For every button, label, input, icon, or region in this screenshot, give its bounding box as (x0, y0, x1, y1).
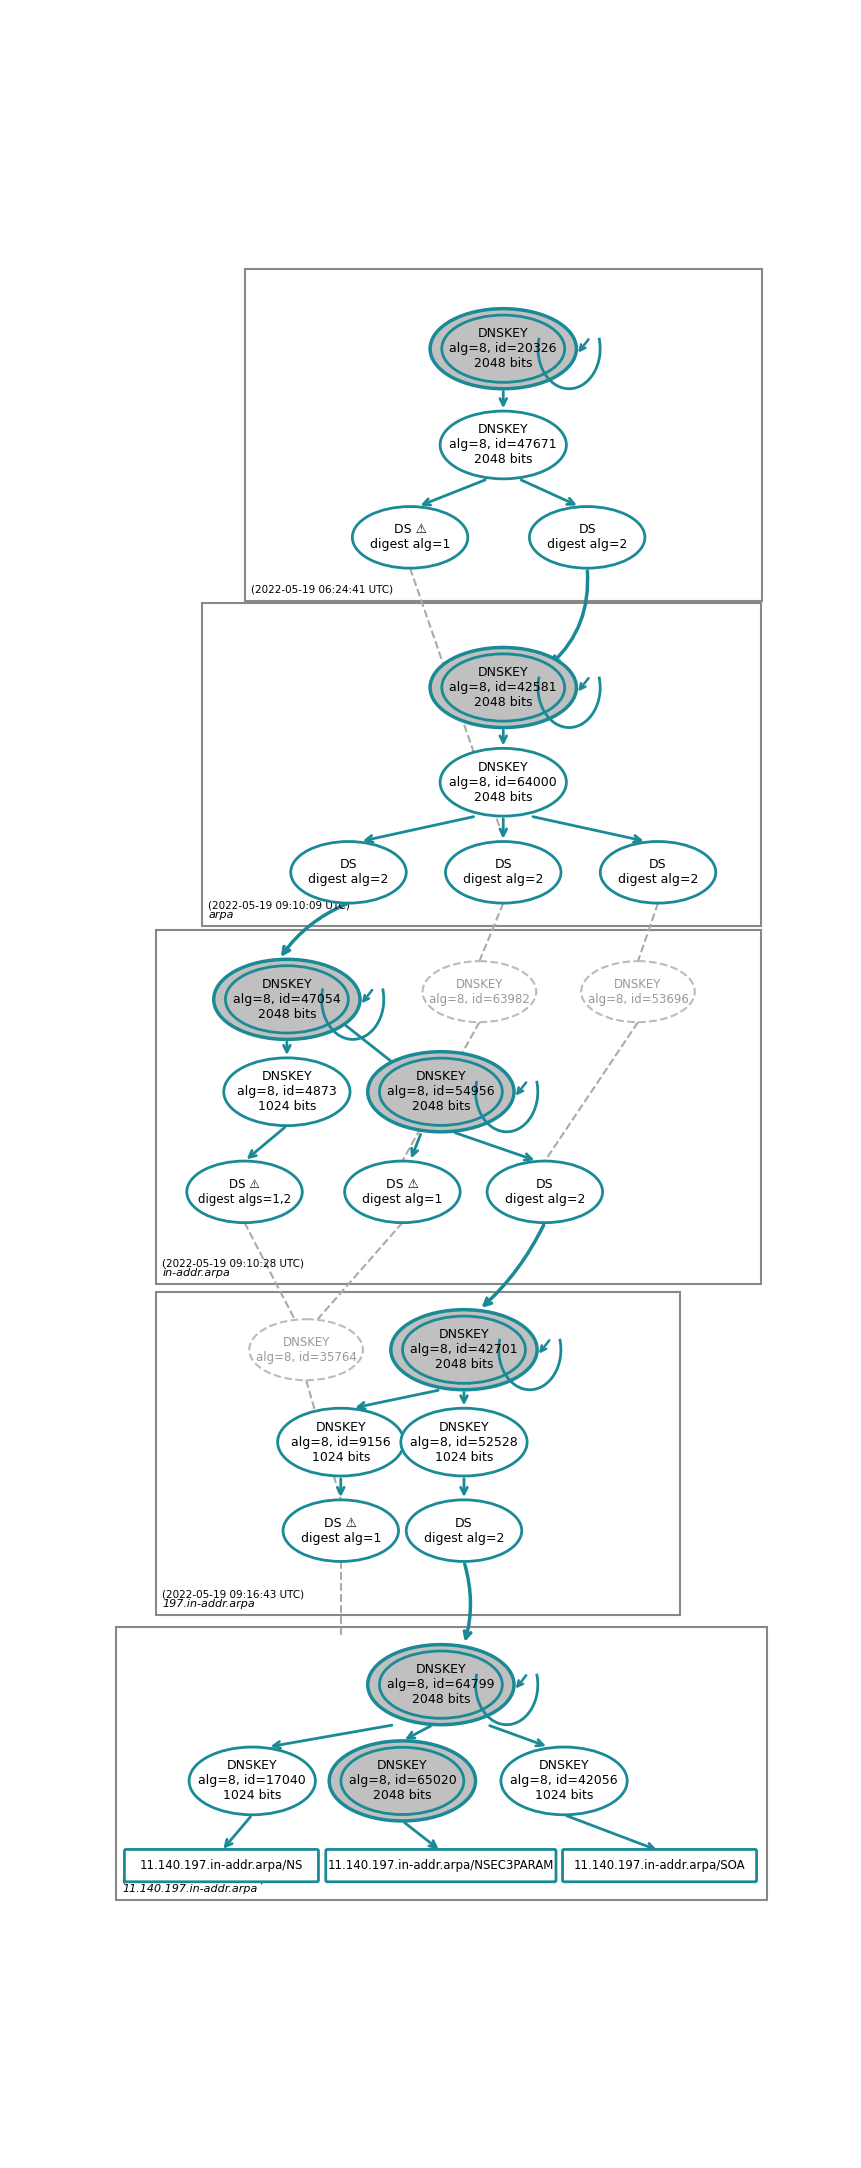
Ellipse shape (277, 1409, 404, 1476)
Text: DS
digest alg=2: DS digest alg=2 (618, 859, 698, 887)
Text: DS
digest alg=2: DS digest alg=2 (463, 859, 543, 887)
Ellipse shape (406, 1500, 522, 1561)
Text: DNSKEY
alg=8, id=42056
1024 bits: DNSKEY alg=8, id=42056 1024 bits (511, 1760, 618, 1802)
Ellipse shape (401, 1409, 527, 1476)
Ellipse shape (501, 1747, 627, 1815)
Ellipse shape (329, 1741, 475, 1821)
Ellipse shape (391, 1309, 537, 1390)
Text: DS ⚠
digest alg=1: DS ⚠ digest alg=1 (300, 1518, 381, 1544)
Text: in-addr.arpa: in-addr.arpa (162, 1268, 230, 1279)
Ellipse shape (487, 1162, 603, 1223)
Ellipse shape (442, 655, 565, 722)
Ellipse shape (430, 308, 576, 388)
Text: DS ⚠
digest alg=1: DS ⚠ digest alg=1 (362, 1177, 443, 1205)
Ellipse shape (352, 507, 468, 568)
FancyBboxPatch shape (156, 930, 761, 1283)
Text: (2022-05-19 06:24:41 UTC): (2022-05-19 06:24:41 UTC) (251, 585, 393, 594)
FancyBboxPatch shape (202, 603, 761, 926)
Text: DNSKEY
alg=8, id=52528
1024 bits: DNSKEY alg=8, id=52528 1024 bits (410, 1420, 517, 1463)
Ellipse shape (291, 841, 406, 904)
Text: DS
digest alg=2: DS digest alg=2 (308, 859, 388, 887)
Text: 197.in-addr.arpa: 197.in-addr.arpa (162, 1600, 255, 1609)
Ellipse shape (224, 1058, 350, 1125)
Text: DNSKEY
alg=8, id=64799
2048 bits: DNSKEY alg=8, id=64799 2048 bits (387, 1663, 494, 1706)
Ellipse shape (250, 1318, 363, 1381)
Text: DNSKEY
alg=8, id=35764: DNSKEY alg=8, id=35764 (256, 1335, 356, 1364)
Text: DNSKEY
alg=8, id=9156
1024 bits: DNSKEY alg=8, id=9156 1024 bits (291, 1420, 391, 1463)
Ellipse shape (341, 1747, 464, 1815)
Text: DNSKEY
alg=8, id=20326
2048 bits: DNSKEY alg=8, id=20326 2048 bits (449, 327, 557, 371)
Ellipse shape (283, 1500, 399, 1561)
Ellipse shape (380, 1058, 502, 1125)
Text: DNSKEY
alg=8, id=42581
2048 bits: DNSKEY alg=8, id=42581 2048 bits (449, 666, 557, 709)
Text: 11.140.197.in-addr.arpa/SOA: 11.140.197.in-addr.arpa/SOA (573, 1860, 746, 1873)
Ellipse shape (442, 314, 565, 382)
Text: arpa: arpa (208, 911, 234, 919)
Ellipse shape (187, 1162, 302, 1223)
Ellipse shape (440, 748, 567, 815)
Text: DNSKEY
alg=8, id=4873
1024 bits: DNSKEY alg=8, id=4873 1024 bits (237, 1071, 337, 1112)
Ellipse shape (380, 1652, 502, 1719)
Ellipse shape (530, 507, 645, 568)
Ellipse shape (581, 960, 695, 1021)
FancyBboxPatch shape (325, 1849, 556, 1882)
Ellipse shape (440, 412, 567, 479)
Ellipse shape (226, 965, 349, 1032)
FancyBboxPatch shape (245, 269, 762, 601)
Text: DNSKEY
alg=8, id=53696: DNSKEY alg=8, id=53696 (587, 978, 689, 1006)
Text: DS
digest alg=2: DS digest alg=2 (505, 1177, 585, 1205)
FancyBboxPatch shape (562, 1849, 757, 1882)
Text: 11.140.197.in-addr.arpa/NSEC3PARAM: 11.140.197.in-addr.arpa/NSEC3PARAM (328, 1860, 554, 1873)
Ellipse shape (600, 841, 715, 904)
Text: 11.140.197.in-addr.arpa: 11.140.197.in-addr.arpa (122, 1884, 257, 1895)
FancyBboxPatch shape (116, 1626, 766, 1901)
Text: DS
digest alg=2: DS digest alg=2 (547, 522, 628, 551)
Ellipse shape (189, 1747, 315, 1815)
Text: DNSKEY
alg=8, id=64000
2048 bits: DNSKEY alg=8, id=64000 2048 bits (449, 761, 557, 804)
Text: DNSKEY
alg=8, id=17040
1024 bits: DNSKEY alg=8, id=17040 1024 bits (198, 1760, 307, 1802)
Text: DS ⚠
digest algs=1,2: DS ⚠ digest algs=1,2 (198, 1177, 291, 1205)
Ellipse shape (368, 1051, 514, 1132)
Text: DNSKEY
alg=8, id=54956
2048 bits: DNSKEY alg=8, id=54956 2048 bits (387, 1071, 495, 1112)
Text: 11.140.197.in-addr.arpa/NS: 11.140.197.in-addr.arpa/NS (139, 1860, 303, 1873)
Text: (2022-05-19 09:16:43 UTC): (2022-05-19 09:16:43 UTC) (162, 1589, 304, 1600)
Text: (2022-05-19 09:10:09 UTC): (2022-05-19 09:10:09 UTC) (208, 902, 350, 911)
Text: DS ⚠
digest alg=1: DS ⚠ digest alg=1 (370, 522, 450, 551)
Ellipse shape (445, 841, 561, 904)
Text: DNSKEY
alg=8, id=63982: DNSKEY alg=8, id=63982 (429, 978, 530, 1006)
Ellipse shape (423, 960, 536, 1021)
Text: (2022-05-19 09:10:28 UTC): (2022-05-19 09:10:28 UTC) (162, 1260, 304, 1268)
Text: (2022-05-19 11:08:16 UTC): (2022-05-19 11:08:16 UTC) (122, 1875, 264, 1884)
FancyBboxPatch shape (124, 1849, 319, 1882)
Ellipse shape (344, 1162, 460, 1223)
Text: DNSKEY
alg=8, id=65020
2048 bits: DNSKEY alg=8, id=65020 2048 bits (349, 1760, 456, 1802)
Ellipse shape (214, 958, 360, 1038)
Text: DNSKEY
alg=8, id=47054
2048 bits: DNSKEY alg=8, id=47054 2048 bits (233, 978, 341, 1021)
FancyBboxPatch shape (156, 1292, 679, 1615)
Ellipse shape (430, 648, 576, 728)
Ellipse shape (368, 1646, 514, 1726)
Text: DNSKEY
alg=8, id=47671
2048 bits: DNSKEY alg=8, id=47671 2048 bits (449, 423, 557, 466)
Ellipse shape (403, 1316, 525, 1383)
Text: DNSKEY
alg=8, id=42701
2048 bits: DNSKEY alg=8, id=42701 2048 bits (410, 1329, 517, 1370)
Text: DS
digest alg=2: DS digest alg=2 (424, 1518, 505, 1544)
